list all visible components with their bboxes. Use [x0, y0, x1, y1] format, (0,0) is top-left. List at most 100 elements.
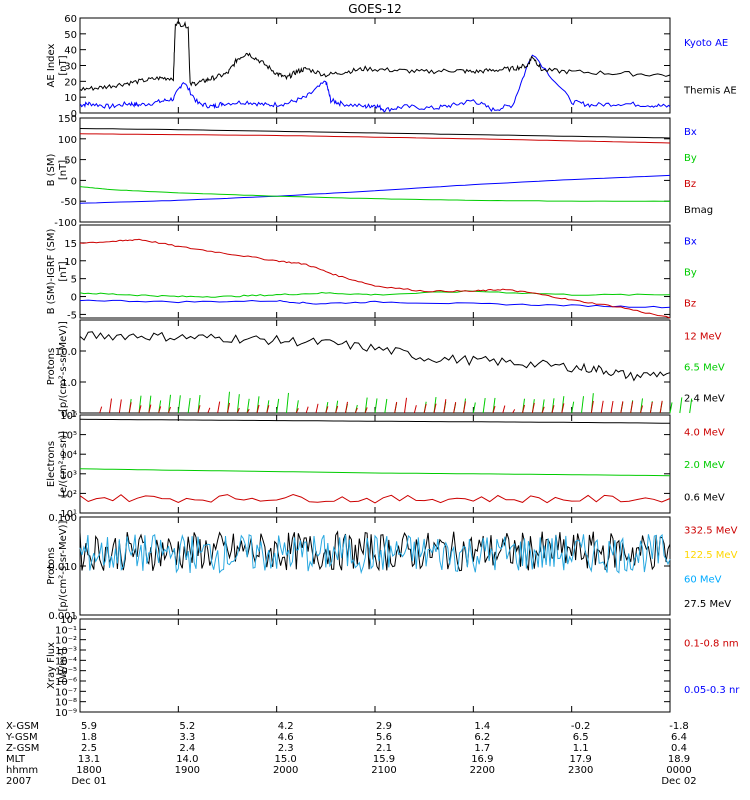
series-12-mev-mark — [266, 405, 270, 414]
x-row-value: 17.9 — [570, 754, 592, 765]
x-row-value: 6.5 — [573, 732, 589, 743]
y-tick-label: 0.100 — [48, 513, 77, 524]
x-row-value: 2.5 — [81, 743, 97, 754]
series-6-5-mev-mark — [689, 398, 693, 414]
y-tick-label: 10⁻⁴ — [55, 656, 77, 667]
y-tick-label: -50 — [61, 197, 77, 208]
legend-label: 27.5 MeV — [684, 599, 731, 610]
y-axis-label: [e/(cm²-s-sr)] — [58, 431, 69, 497]
x-row-value: 0000 — [666, 765, 691, 776]
series-12-mev-mark — [610, 400, 614, 414]
legend-label: By — [684, 268, 697, 279]
legend-label: 2.0 MeV — [684, 460, 725, 471]
series-12-mev-mark — [649, 401, 653, 414]
series-bmag — [79, 128, 671, 139]
series-12-mev-mark — [443, 399, 447, 414]
plot-title: GOES-12 — [348, 2, 402, 16]
x-row-value: 6.4 — [671, 732, 687, 743]
y-tick-label: 10⁴ — [60, 450, 77, 461]
y-tick-label: 0.001 — [48, 611, 77, 622]
x-row-value: 14.0 — [176, 754, 198, 765]
legend-label: 122.5 MeV — [684, 550, 738, 561]
x-row-value: 16.9 — [471, 754, 493, 765]
series-12-mev-mark — [315, 403, 319, 414]
y-tick-label: 10⁻⁹ — [55, 708, 77, 719]
y-axis-label: [nT] — [58, 261, 69, 281]
series-6-5-mev-mark — [679, 397, 683, 414]
series-12-mev-mark — [541, 406, 545, 414]
legend-label: 0.6 MeV — [684, 493, 725, 504]
x-row-label: 2007 — [6, 776, 31, 787]
series-12-mev-mark — [295, 408, 299, 414]
series-6-5-mev-mark — [669, 402, 673, 414]
series-by — [79, 186, 670, 202]
series-6-5-mev-mark — [472, 402, 476, 414]
series-27-5-mev — [79, 530, 671, 572]
series-12-mev-mark — [620, 401, 624, 414]
series-12-mev-mark — [138, 405, 142, 414]
y-tick-label: 10.0 — [55, 347, 77, 358]
x-row-value: 5.2 — [179, 721, 195, 732]
series-kyoto-ae — [79, 54, 671, 113]
y-tick-label: 40 — [64, 46, 77, 57]
series-12-mev-mark — [364, 407, 368, 414]
series-6-5-mev-mark — [374, 398, 378, 414]
series-6-5-mev-mark — [236, 394, 240, 414]
series-12-mev-mark — [531, 402, 535, 414]
series-0-6-mev — [79, 418, 670, 424]
y-axis-label: [nT] — [58, 55, 69, 75]
series-12-mev-mark — [590, 400, 594, 414]
panel-frame — [79, 618, 671, 713]
y-axis-label: B (SM) — [46, 153, 57, 186]
x-row-value: 5.9 — [81, 721, 97, 732]
series-12-mev-mark — [600, 400, 604, 414]
legend-label: Themis AE — [683, 85, 737, 96]
y-tick-label: 10¹ — [60, 509, 77, 520]
series-by — [79, 290, 671, 298]
y-axis-label: [p/(cm²-s-sr-MeV)] — [58, 321, 69, 412]
x-row-value: 4.6 — [278, 732, 294, 743]
x-row-value: 4.2 — [278, 721, 294, 732]
y-tick-label: 5 — [71, 275, 77, 286]
x-row-value: 15.0 — [275, 754, 297, 765]
panel-frame — [79, 224, 671, 319]
y-tick-label: 10⁶ — [60, 411, 77, 422]
x-row-label: MLT — [6, 754, 26, 765]
series-bx — [79, 299, 671, 309]
panel-protons_high: 0.001 0.010 0.100 Protons [p/(cm²-s-sr-MeV)]… — [46, 513, 738, 622]
y-tick-label: -5 — [67, 310, 77, 321]
series-12-mev-mark — [354, 407, 358, 414]
y-tick-label: 10² — [60, 489, 77, 500]
x-row-value: 2.4 — [179, 743, 195, 754]
series-12-mev-mark — [345, 401, 348, 414]
x-row-value: 1.4 — [474, 721, 490, 732]
series-12-mev-mark — [561, 403, 565, 414]
series-12-mev-mark — [217, 401, 221, 414]
x-row-label: hhmm — [6, 765, 38, 776]
y-axis-label: Xray Flux — [46, 642, 57, 689]
series-6-5-mev-mark — [571, 401, 575, 414]
series-2-0-mev — [79, 468, 671, 477]
x-row-label: Z-GSM — [6, 743, 39, 754]
y-tick-label: 50 — [64, 156, 77, 167]
y-tick-label: 0 — [71, 293, 77, 304]
x-row-value: -1.8 — [669, 721, 689, 732]
series-6-5-mev-mark — [581, 396, 584, 414]
series-12-mev-mark — [502, 405, 506, 414]
legend-label: Bmag — [684, 205, 713, 216]
series-12-mev-mark — [463, 401, 466, 414]
series-12-mev-mark — [433, 403, 437, 414]
x-row-value: 2.9 — [376, 721, 392, 732]
panel-electrons: 10¹ 10² 10³ 10⁴ 10⁵ 10⁶ Electrons [e/(cm²-s-sr)… — [46, 411, 725, 520]
y-tick-label: 1.0 — [61, 378, 77, 389]
series-12-mev-mark — [640, 405, 643, 414]
series-6-5-mev-mark — [177, 395, 181, 414]
x-row-label: X-GSM — [6, 721, 39, 732]
x-row-value: 2300 — [568, 765, 593, 776]
series-12-mev-mark — [197, 405, 201, 414]
x-row-value: 2.3 — [278, 743, 294, 754]
legend-label: 6.5 MeV — [684, 363, 725, 374]
x-row-value: 6.2 — [474, 732, 490, 743]
series-12-mev-mark — [453, 401, 457, 414]
